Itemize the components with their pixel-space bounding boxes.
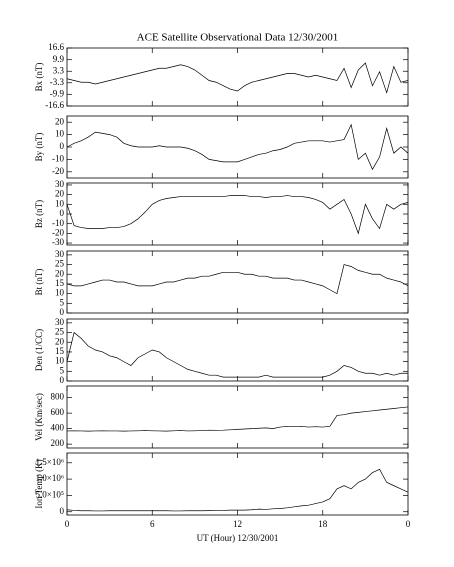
y-tick-label: 30	[55, 249, 65, 259]
y-tick-label: -10	[52, 218, 64, 228]
y-tick-label: -30	[52, 237, 64, 247]
data-line	[66, 195, 409, 235]
y-tick-label: 20	[55, 336, 65, 346]
y-axis-label: Bz (nT)	[34, 200, 44, 228]
y-axis-label: Den (1/CC)	[34, 329, 44, 371]
y-axis-label: Bx (nT)	[34, 63, 44, 92]
y-tick-label: 3.3	[53, 65, 65, 75]
y-tick-label: 0	[60, 141, 65, 151]
data-line	[66, 468, 409, 512]
y-tick-label: 25	[55, 327, 65, 337]
y-tick-label: 20	[55, 268, 65, 278]
data-line	[66, 331, 408, 378]
x-tick-label: 6	[150, 519, 155, 529]
y-tick-label: -20	[52, 166, 64, 176]
y-tick-label: 1.5×10⁶	[36, 457, 64, 467]
y-tick-label: 30	[55, 317, 65, 327]
y-axis-label: By (nT)	[34, 133, 44, 162]
y-tick-label: 5	[60, 365, 65, 375]
x-tick-label: 18	[318, 519, 328, 529]
panel-frame	[66, 385, 409, 449]
x-tick-label: 0	[406, 519, 411, 529]
y-tick-label: 15	[55, 346, 65, 356]
y-tick-label: 9.9	[53, 54, 65, 64]
y-tick-label: 0	[60, 375, 65, 385]
y-tick-label: 16.6	[48, 42, 64, 52]
y-tick-label: 10	[55, 198, 65, 208]
data-line	[66, 264, 409, 295]
y-tick-label: 5.0×10⁵	[36, 489, 64, 499]
y-tick-label: 5	[60, 297, 65, 307]
y-tick-label: 15	[55, 278, 65, 288]
y-tick-label: 10	[55, 288, 65, 298]
panel-frame	[66, 115, 409, 179]
data-line	[66, 123, 409, 171]
y-tick-label: 400	[51, 423, 65, 433]
y-axis-label: Ion Temp (K)	[34, 459, 44, 508]
y-tick-label: 30	[55, 179, 65, 189]
x-axis-label: UT (Hour) 12/30/2001	[197, 533, 279, 543]
y-tick-label: 1.0×10⁶	[36, 473, 64, 483]
y-tick-label: 200	[51, 438, 65, 448]
data-line	[66, 62, 409, 94]
x-tick-label: 12	[233, 519, 242, 529]
data-line	[66, 406, 409, 432]
y-tick-label: 0	[60, 506, 65, 516]
y-tick-label: -16.6	[45, 100, 64, 110]
y-tick-label: 10	[55, 129, 65, 139]
y-tick-label: -20	[52, 227, 64, 237]
y-tick-label: 20	[55, 189, 65, 199]
y-tick-label: 0	[60, 208, 65, 218]
y-tick-label: 25	[55, 259, 65, 269]
panel-frame	[66, 182, 409, 246]
y-axis-label: Bt (nT)	[34, 269, 44, 296]
y-tick-label: -10	[52, 153, 64, 163]
panel-frame	[66, 47, 409, 107]
y-tick-label: 0	[60, 307, 65, 317]
y-tick-label: 10	[55, 356, 65, 366]
panel-frame	[66, 318, 409, 382]
y-tick-label: -3.3	[50, 77, 65, 87]
x-tick-label: 0	[65, 519, 70, 529]
y-tick-label: 600	[51, 407, 65, 417]
y-tick-label: -9.9	[50, 88, 65, 98]
y-axis-label: Vel (Km/sec)	[34, 393, 44, 441]
y-tick-label: 800	[51, 392, 65, 402]
y-tick-label: 20	[55, 116, 65, 126]
chart-title: ACE Satellite Observational Data 12/30/2…	[137, 32, 339, 44]
